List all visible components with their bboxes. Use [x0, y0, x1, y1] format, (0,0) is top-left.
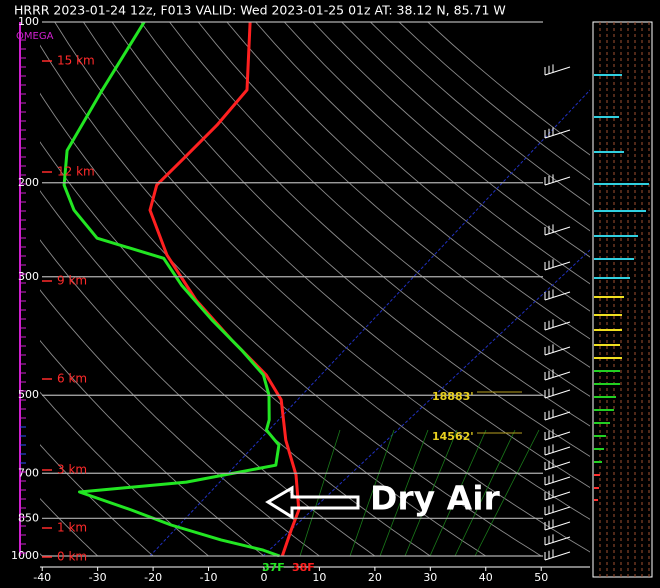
x-tick-label: 40: [479, 571, 493, 584]
height-label: 3 km: [57, 463, 87, 477]
height-label: 1 km: [57, 521, 87, 535]
x-tick-label: -10: [200, 571, 218, 584]
y-tick-label: 300: [18, 270, 39, 283]
annotation: Dry Air: [370, 479, 501, 518]
y-tick-label: 500: [18, 388, 39, 401]
surface-label: 38F: [292, 561, 315, 574]
x-tick-label: -30: [89, 571, 107, 584]
height-label: 12 km: [57, 165, 95, 179]
height-label: 6 km: [57, 372, 87, 386]
level-label: 14562': [432, 430, 474, 443]
x-tick-label: -20: [144, 571, 162, 584]
y-tick-label: 700: [18, 466, 39, 479]
x-tick-label: 50: [534, 571, 548, 584]
x-tick-label: 20: [368, 571, 382, 584]
height-label: 15 km: [57, 54, 95, 68]
x-tick-label: -40: [33, 571, 51, 584]
height-label: 9 km: [57, 274, 87, 288]
y-tick-label: 200: [18, 176, 39, 189]
y-tick-label: 850: [18, 511, 39, 524]
level-label: 18883': [432, 390, 474, 403]
y-tick-label: 1000: [11, 549, 39, 562]
chart-title: HRRR 2023-01-24 12z, F013 VALID: Wed 202…: [14, 3, 506, 18]
y-tick-label: 100: [18, 15, 39, 28]
surface-label: 37F: [262, 561, 285, 574]
height-label: 0 km: [57, 550, 87, 564]
x-tick-label: 30: [423, 571, 437, 584]
